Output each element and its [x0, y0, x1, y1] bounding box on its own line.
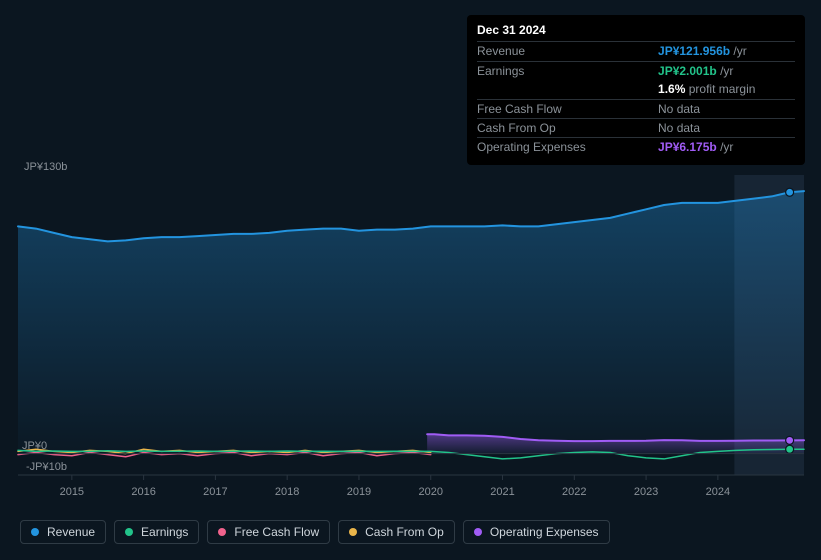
- tooltip-value: JP¥2.001b: [658, 64, 717, 78]
- tooltip-margin-pct: 1.6%: [658, 82, 685, 96]
- legend: Revenue Earnings Free Cash Flow Cash From O…: [20, 520, 610, 544]
- legend-item-earnings[interactable]: Earnings: [114, 520, 199, 544]
- marker-earnings: [786, 445, 794, 453]
- tooltip-row: Cash From OpNo data: [477, 118, 795, 137]
- marker-operating-expenses: [786, 436, 794, 444]
- legend-label: Revenue: [47, 525, 95, 539]
- tooltip-row-value: JP¥6.175b /yr: [658, 138, 795, 157]
- tooltip-row-label: Operating Expenses: [477, 138, 658, 157]
- marker-revenue: [786, 188, 794, 196]
- legend-item-revenue[interactable]: Revenue: [20, 520, 106, 544]
- y-axis-label: JP¥130b: [24, 161, 67, 173]
- tooltip-row-label: Earnings: [477, 61, 658, 80]
- tooltip-row-margin: 1.6% profit margin: [477, 80, 795, 99]
- x-axis-label: 2018: [267, 486, 307, 498]
- legend-item-operating-expenses[interactable]: Operating Expenses: [463, 520, 610, 544]
- tooltip-table: RevenueJP¥121.956b /yrEarningsJP¥2.001b …: [477, 41, 795, 156]
- x-axis-label: 2024: [698, 486, 738, 498]
- legend-label: Cash From Op: [365, 525, 444, 539]
- tooltip-unit: /yr: [720, 140, 733, 154]
- legend-swatch-icon: [31, 528, 39, 536]
- tooltip-nodata: No data: [658, 121, 700, 135]
- tooltip-row-label: Free Cash Flow: [477, 99, 658, 118]
- x-axis-label: 2022: [554, 486, 594, 498]
- tooltip-nodata: No data: [658, 102, 700, 116]
- tooltip-margin-value: 1.6% profit margin: [658, 80, 795, 99]
- legend-item-free-cash-flow[interactable]: Free Cash Flow: [207, 520, 330, 544]
- x-axis-label: 2019: [339, 486, 379, 498]
- legend-swatch-icon: [125, 528, 133, 536]
- tooltip-row-value: No data: [658, 99, 795, 118]
- tooltip-row: EarningsJP¥2.001b /yr: [477, 61, 795, 80]
- x-axis-label: 2016: [124, 486, 164, 498]
- x-axis-label: 2015: [52, 486, 92, 498]
- legend-label: Free Cash Flow: [234, 525, 319, 539]
- legend-item-cash-from-op[interactable]: Cash From Op: [338, 520, 455, 544]
- tooltip-row-label: Revenue: [477, 42, 658, 61]
- tooltip-margin-text: profit margin: [689, 82, 756, 96]
- x-axis-label: 2023: [626, 486, 666, 498]
- legend-label: Operating Expenses: [490, 525, 599, 539]
- tooltip-date: Dec 31 2024: [477, 21, 795, 41]
- legend-swatch-icon: [349, 528, 357, 536]
- area-revenue: [18, 191, 804, 454]
- x-axis-label: 2021: [483, 486, 523, 498]
- x-axis-label: 2017: [195, 486, 235, 498]
- tooltip-row-label: Cash From Op: [477, 118, 658, 137]
- y-axis-label: JP¥0: [22, 440, 47, 452]
- tooltip-unit: /yr: [720, 64, 733, 78]
- tooltip-value: JP¥6.175b: [658, 140, 717, 154]
- legend-label: Earnings: [141, 525, 188, 539]
- data-tooltip: Dec 31 2024RevenueJP¥121.956b /yrEarning…: [467, 15, 805, 165]
- y-axis-label: -JP¥10b: [26, 461, 67, 473]
- x-axis-label: 2020: [411, 486, 451, 498]
- tooltip-value: JP¥121.956b: [658, 44, 730, 58]
- tooltip-row-value: JP¥121.956b /yr: [658, 42, 795, 61]
- tooltip-row: Operating ExpensesJP¥6.175b /yr: [477, 138, 795, 157]
- legend-swatch-icon: [474, 528, 482, 536]
- tooltip-row-label: [477, 80, 658, 99]
- tooltip-row: RevenueJP¥121.956b /yr: [477, 42, 795, 61]
- tooltip-unit: /yr: [733, 44, 746, 58]
- tooltip-row-value: No data: [658, 118, 795, 137]
- tooltip-row: Free Cash FlowNo data: [477, 99, 795, 118]
- legend-swatch-icon: [218, 528, 226, 536]
- tooltip-row-value: JP¥2.001b /yr: [658, 61, 795, 80]
